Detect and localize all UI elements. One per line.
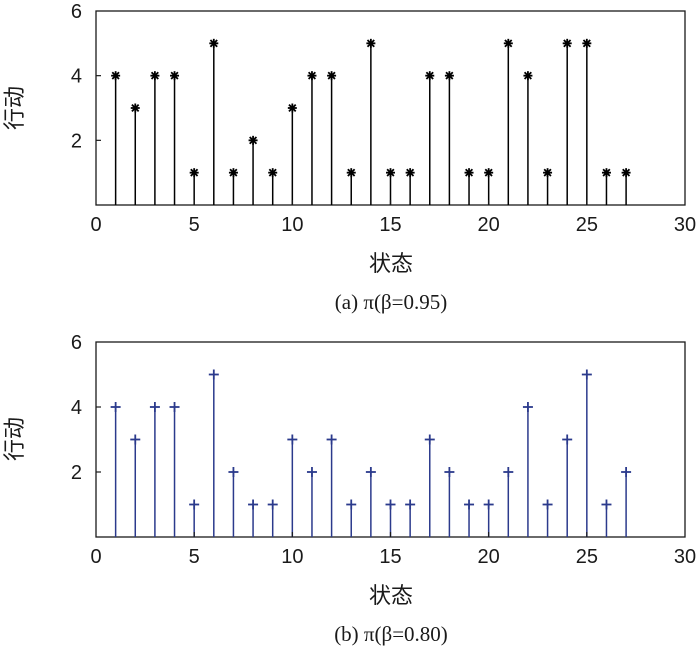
y-tick-label: 6 (71, 332, 82, 354)
x-tick-label: 30 (674, 546, 696, 568)
x-tick-label: 25 (576, 546, 598, 568)
y-tick-label: 4 (71, 397, 82, 419)
plus-marker (267, 499, 278, 510)
star-marker (150, 71, 160, 81)
star-marker (268, 168, 278, 178)
x-axis-label: 状态 (369, 584, 413, 609)
plus-marker (149, 402, 160, 412)
x-tick-label: 20 (478, 214, 500, 236)
x-tick-label: 0 (90, 546, 101, 568)
x-tick-label: 30 (674, 214, 696, 236)
star-marker (366, 38, 376, 48)
y-tick-label: 2 (71, 130, 82, 152)
star-marker (327, 71, 337, 81)
star-marker (130, 103, 140, 113)
plus-marker (444, 467, 455, 477)
star-marker (621, 168, 631, 178)
plus-marker (208, 369, 219, 380)
x-axis-label: 状态 (369, 252, 413, 277)
star-marker (444, 71, 454, 81)
y-axis-label: 行动 (3, 86, 28, 130)
star-marker (307, 71, 317, 81)
plus-marker (581, 369, 592, 380)
plus-marker (110, 402, 121, 412)
plus-marker (385, 499, 396, 510)
star-marker (189, 168, 199, 178)
x-tick-label: 15 (379, 546, 401, 568)
plus-marker (503, 467, 514, 477)
star-marker (425, 71, 435, 81)
star-marker (209, 38, 219, 48)
y-tick-label: 2 (71, 462, 82, 484)
x-tick-label: 15 (379, 214, 401, 236)
star-marker (228, 168, 238, 178)
axis-ticks: 0 5 10 15 20 25 30 2 4 6 (71, 1, 696, 236)
plus-marker (405, 499, 416, 510)
chart-caption: (a) π(β=0.95) (335, 290, 447, 314)
plus-marker (365, 467, 376, 477)
plus-marker (601, 499, 612, 510)
x-tick-label: 10 (281, 214, 303, 236)
star-marker (464, 168, 474, 178)
star-marker (170, 71, 180, 81)
plus-marker (287, 434, 298, 445)
plus-marker (189, 499, 200, 510)
x-tick-label: 0 (90, 214, 101, 236)
x-tick-label: 5 (189, 546, 200, 568)
plus-marker (464, 499, 475, 510)
x-tick-label: 20 (478, 546, 500, 568)
axis-ticks: 0 5 10 15 20 25 30 2 4 6 (71, 332, 696, 568)
star-marker (111, 71, 121, 81)
plus-marker (248, 499, 259, 510)
stem-marks (111, 38, 631, 205)
plus-marker (228, 467, 239, 477)
plus-marker (562, 434, 573, 445)
star-marker (543, 168, 553, 178)
stem-marks (110, 369, 632, 537)
star-marker (562, 38, 572, 48)
star-marker (248, 135, 258, 145)
chart-panel-b: 0 5 10 15 20 25 30 2 4 6 状态 行动 (b) π(β=0.80) (3, 332, 696, 646)
y-axis-label: 行动 (3, 417, 28, 461)
star-marker (523, 71, 533, 81)
x-tick-label: 5 (189, 214, 200, 236)
plus-marker (522, 402, 533, 412)
x-tick-label: 10 (281, 546, 303, 568)
star-marker (582, 38, 592, 48)
plus-marker (130, 434, 141, 445)
x-tick-label: 25 (576, 214, 598, 236)
plus-marker (621, 467, 632, 477)
star-marker (405, 168, 415, 178)
y-tick-label: 4 (71, 66, 82, 88)
star-marker (287, 103, 297, 113)
chart-panel-a: 0 5 10 15 20 25 30 2 4 6 状态 行动 (a) π(β=0.95) (3, 1, 696, 314)
plus-marker (306, 467, 317, 477)
star-marker (601, 168, 611, 178)
plus-marker (424, 434, 435, 445)
plus-marker (483, 499, 494, 510)
plus-marker (542, 499, 553, 510)
star-marker (386, 168, 395, 178)
y-tick-label: 6 (71, 1, 82, 23)
plus-marker (169, 402, 180, 412)
plus-marker (346, 499, 357, 510)
star-marker (346, 168, 356, 178)
chart-caption: (b) π(β=0.80) (334, 622, 448, 646)
plus-marker (326, 434, 337, 445)
star-marker (503, 38, 513, 48)
star-marker (484, 168, 494, 178)
